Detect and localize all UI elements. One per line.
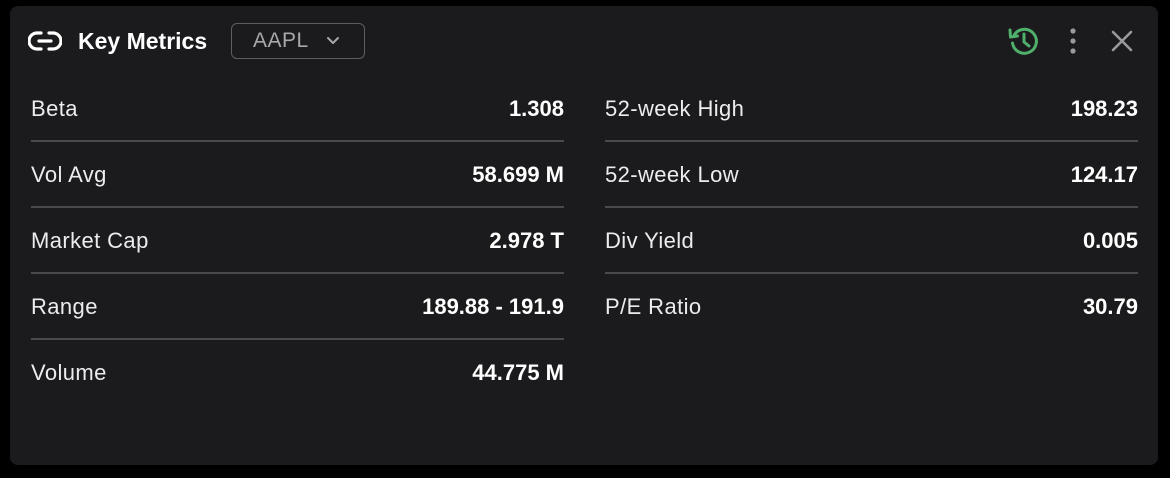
metric-row-52-week-high: 52-week High 198.23	[605, 76, 1138, 142]
metrics-right-column: 52-week High 198.23 52-week Low 124.17 D…	[605, 76, 1138, 340]
metric-row-beta: Beta 1.308	[31, 76, 564, 142]
metric-row-vol-avg: Vol Avg 58.699 M	[31, 142, 564, 208]
panel-title: Key Metrics	[78, 28, 208, 54]
metric-value: 44.775 M	[472, 360, 564, 385]
metric-label: Vol Avg	[31, 162, 107, 187]
metric-value: 1.308	[508, 96, 564, 121]
metric-label: Div Yield	[605, 228, 695, 253]
metric-label: Market Cap	[31, 228, 149, 253]
metric-row-volume: Volume 44.775 M	[31, 340, 564, 406]
panel-header: Key Metrics AAPL	[10, 6, 1158, 76]
metric-label: Beta	[31, 96, 78, 121]
key-metrics-panel: Key Metrics AAPL Beta 1.308 Vol Avg	[10, 6, 1158, 465]
metric-value: 2.978 T	[489, 228, 564, 253]
more-vertical-icon[interactable]	[1062, 26, 1084, 56]
metric-value: 30.79	[1082, 294, 1138, 319]
metric-value: 124.17	[1070, 162, 1138, 187]
metric-row-range: Range 189.88 - 191.9	[31, 274, 564, 340]
metric-row-52-week-low: 52-week Low 124.17	[605, 142, 1138, 208]
metric-value: 198.23	[1070, 96, 1138, 121]
metric-label: 52-week High	[605, 96, 745, 121]
ticker-value: AAPL	[253, 29, 309, 52]
history-icon[interactable]	[1006, 24, 1042, 58]
metric-row-pe-ratio: P/E Ratio 30.79	[605, 274, 1138, 340]
ticker-select[interactable]: AAPL	[231, 23, 365, 59]
metric-value: 189.88 - 191.9	[422, 294, 564, 319]
metric-value: 0.005	[1082, 228, 1138, 253]
chevron-down-icon	[327, 37, 339, 44]
metric-label: 52-week Low	[605, 162, 740, 187]
metric-row-div-yield: Div Yield 0.005	[605, 208, 1138, 274]
metric-label: Volume	[31, 360, 107, 385]
metric-value: 58.699 M	[472, 162, 564, 187]
metric-label: Range	[31, 294, 98, 319]
metric-label: P/E Ratio	[605, 294, 702, 319]
metrics-left-column: Beta 1.308 Vol Avg 58.699 M Market Cap 2…	[31, 76, 564, 406]
link-icon	[28, 31, 62, 51]
close-icon[interactable]	[1109, 28, 1135, 54]
metric-row-market-cap: Market Cap 2.978 T	[31, 208, 564, 274]
